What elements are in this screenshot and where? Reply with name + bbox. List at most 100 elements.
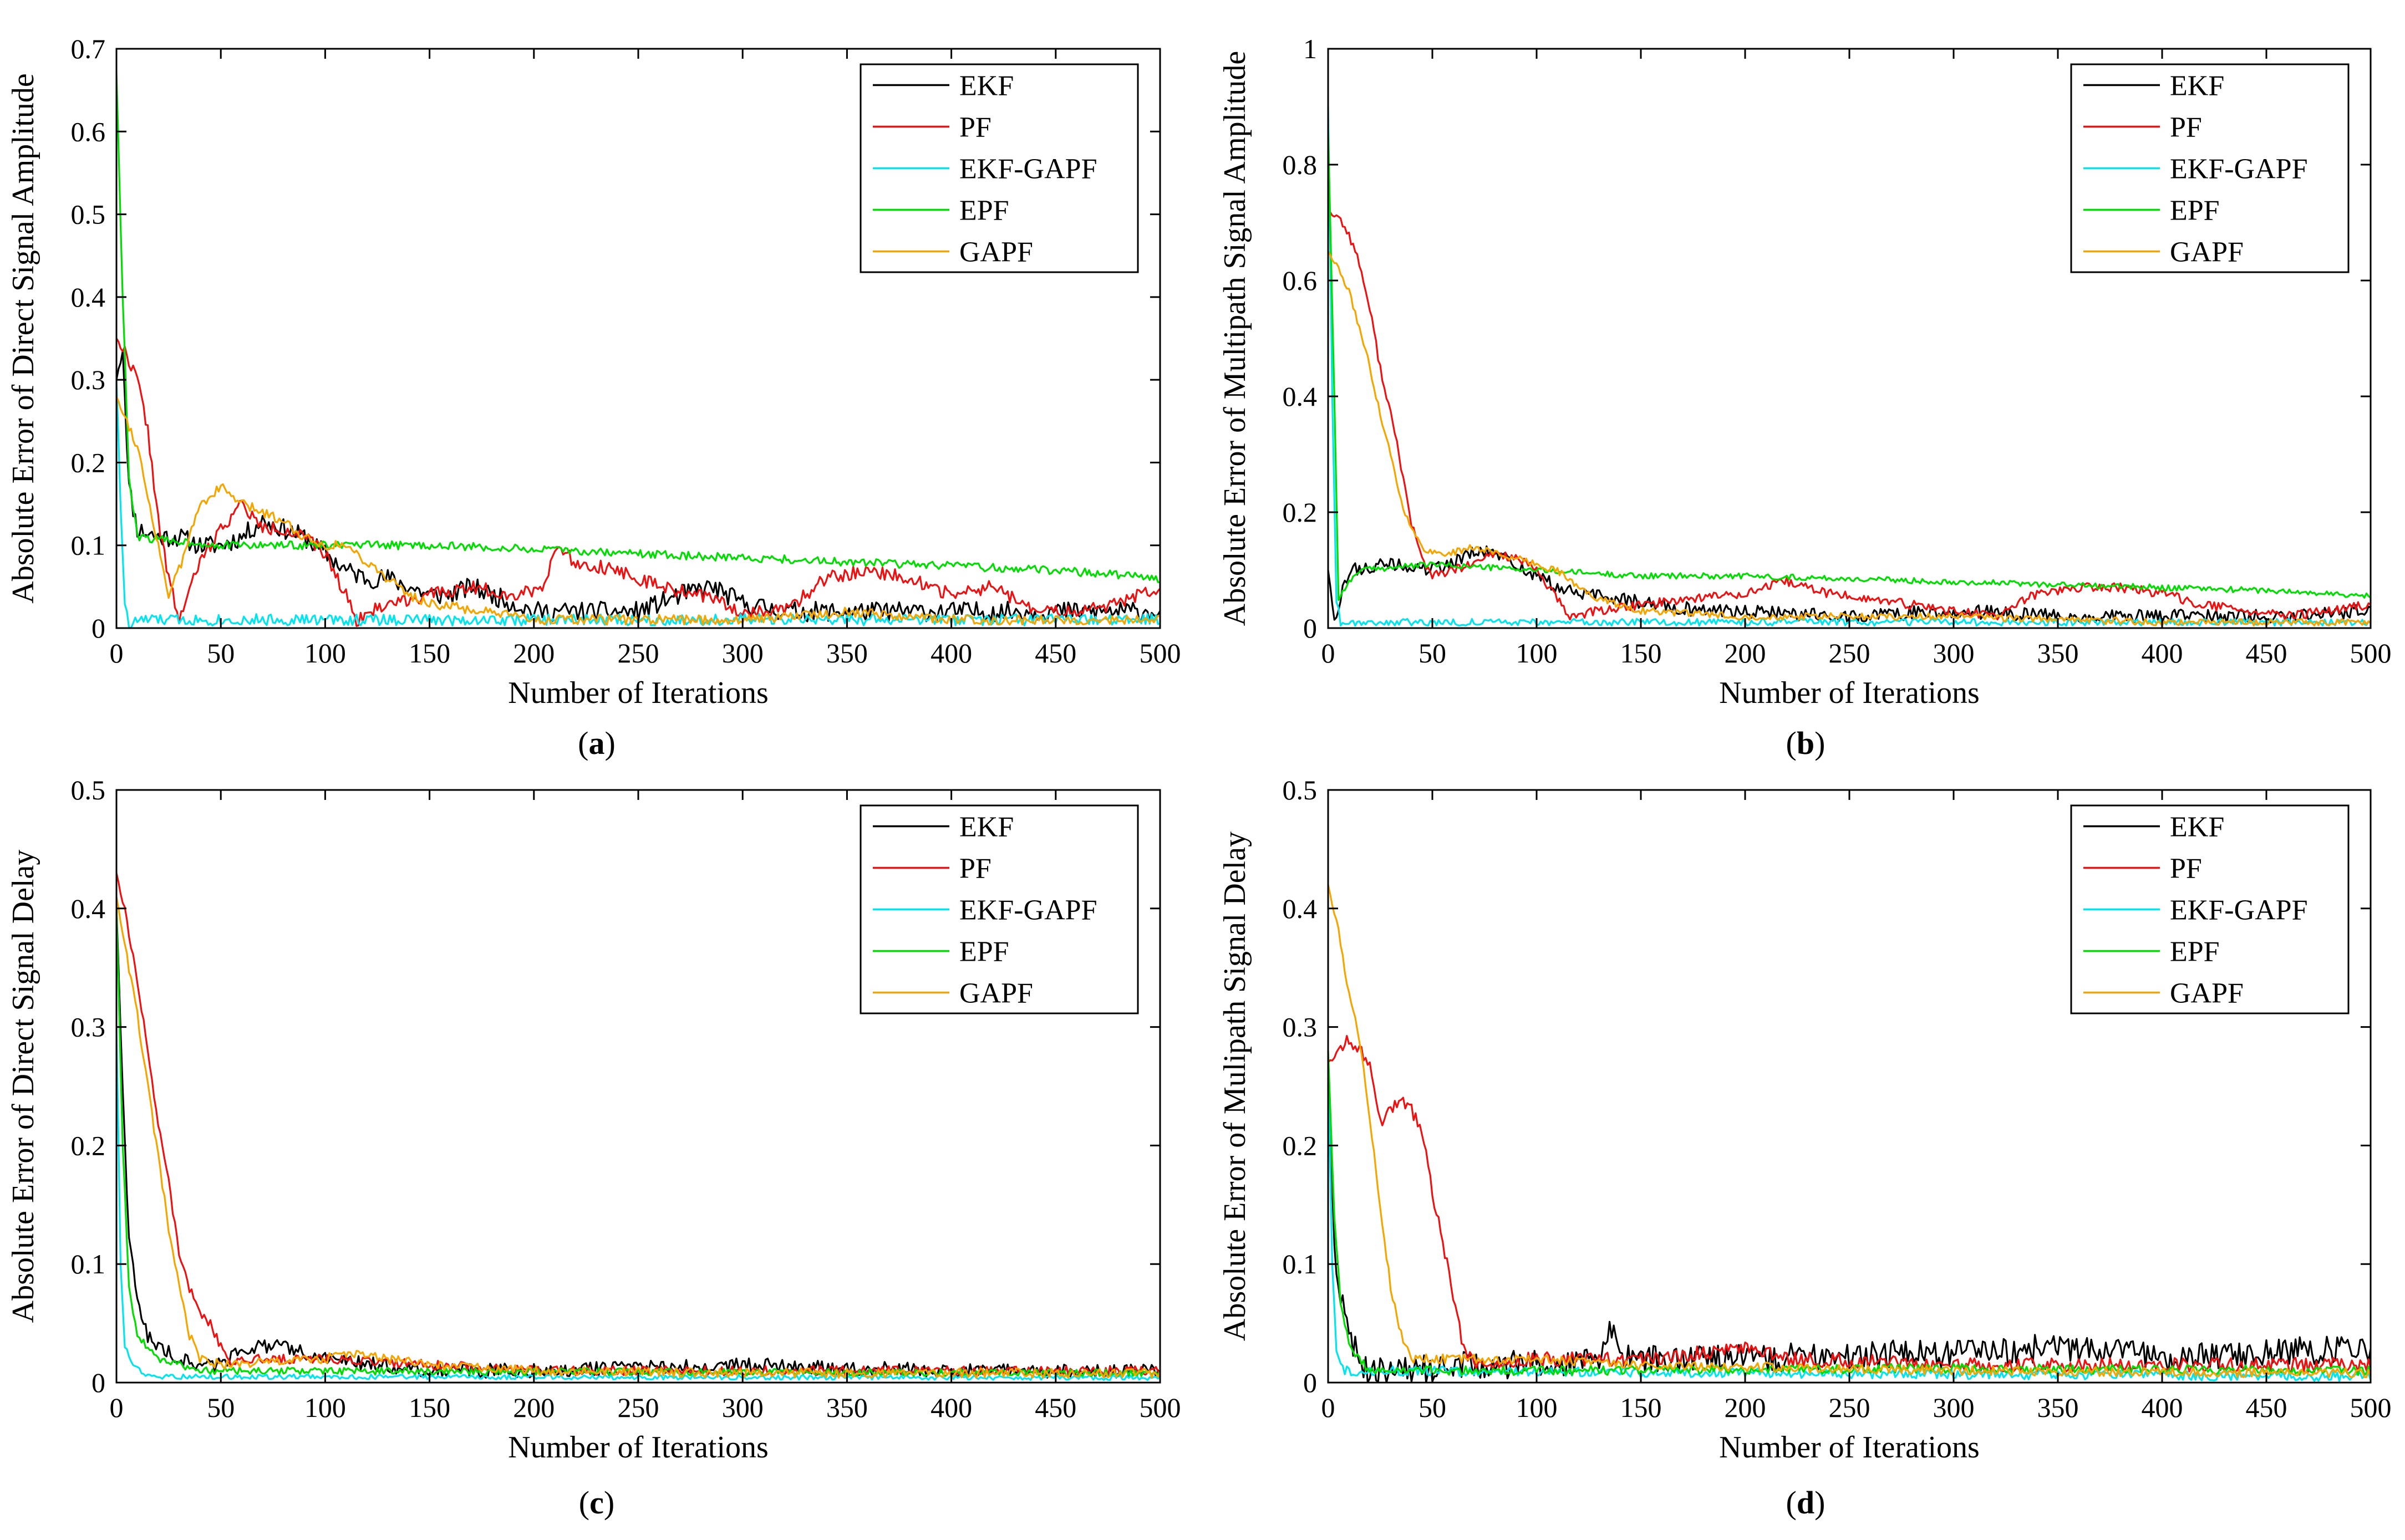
caption-open: ( (578, 725, 588, 761)
legend-label-ekf: EKF (2170, 812, 2224, 843)
x-tick-label: 150 (409, 1392, 450, 1423)
x-tick-label: 300 (1933, 638, 1975, 669)
y-tick-label: 0 (91, 1367, 105, 1398)
caption-close: ) (604, 1485, 614, 1521)
x-tick-label: 100 (1516, 638, 1558, 669)
x-tick-label: 50 (1418, 1392, 1446, 1423)
panel-caption: (d) (1786, 1485, 1826, 1521)
x-tick-label: 250 (1829, 1392, 1870, 1423)
y-tick-label: 0.2 (71, 447, 106, 478)
y-tick-label: 0.3 (71, 364, 106, 395)
caption-open: ( (1786, 725, 1797, 761)
y-tick-label: 0.5 (71, 199, 106, 230)
x-tick-label: 200 (513, 1392, 555, 1423)
chart-panel-b: 0 50 100 150 200 250 300 350 400 450 500 0 0.2 0.4 0.6… (1218, 33, 2392, 761)
legend-label-pf: PF (2170, 112, 2202, 144)
y-tick-label: 0.1 (71, 1248, 106, 1279)
panel-caption: (c) (579, 1485, 614, 1521)
legend: EKF PF EKF-GAPF EPF GAPF (860, 63, 1139, 273)
y-tick-label: 0.1 (71, 530, 106, 561)
x-tick-label: 450 (2246, 1392, 2287, 1423)
y-tick-label: 0.1 (1283, 1248, 1318, 1279)
y-tick-label: 0.2 (71, 1130, 106, 1161)
caption-letter: c (589, 1485, 604, 1521)
legend: EKF PF EKF-GAPF EPF GAPF (2070, 804, 2350, 1014)
y-axis-title: Absolute Error of Direct Signal Delay (6, 850, 40, 1323)
x-tick-label: 0 (110, 638, 124, 669)
x-tick-label: 0 (1321, 638, 1335, 669)
x-tick-label: 400 (2142, 1392, 2183, 1423)
legend-label-ekf: EKF (2170, 70, 2224, 102)
x-tick-label: 400 (931, 1392, 972, 1423)
x-tick-label: 200 (1725, 638, 1766, 669)
x-tick-label: 400 (931, 638, 972, 669)
legend: EKF PF EKF-GAPF EPF GAPF (2070, 63, 2350, 273)
legend-label-gapf: GAPF (2170, 978, 2244, 1009)
caption-close: ) (1814, 1485, 1825, 1521)
y-axis-title: Absolute Error of Mulipath Signal Delay (1218, 832, 1252, 1341)
x-tick-label: 300 (1933, 1392, 1975, 1423)
x-tick-label: 250 (1829, 638, 1870, 669)
legend-label-pf: PF (959, 853, 992, 885)
legend-label-gapf: GAPF (959, 978, 1033, 1009)
chart-panel-c: 0 50 100 150 200 250 300 350 400 450 500 0 0.1 0.2 0.3… (6, 774, 1181, 1521)
y-tick-label: 0.4 (71, 282, 106, 313)
caption-close: ) (1814, 725, 1825, 761)
x-tick-label: 350 (826, 1392, 868, 1423)
x-tick-label: 100 (304, 1392, 346, 1423)
panel-caption: (b) (1786, 725, 1826, 761)
caption-open: ( (579, 1485, 589, 1521)
x-tick-label: 50 (207, 638, 235, 669)
x-tick-label: 0 (1321, 1392, 1335, 1423)
caption-open: ( (1786, 1485, 1797, 1521)
x-tick-label: 400 (2142, 638, 2183, 669)
x-tick-label: 300 (722, 638, 764, 669)
y-tick-label: 0.5 (71, 774, 106, 805)
x-tick-label: 200 (513, 638, 555, 669)
x-tick-label: 0 (110, 1392, 124, 1423)
y-tick-label: 0 (1303, 613, 1317, 644)
y-tick-label: 0.6 (71, 116, 106, 147)
series-line-gapf (1328, 251, 2371, 627)
x-tick-label: 150 (1620, 1392, 1662, 1423)
legend-label-ekf: EKF (959, 70, 1014, 102)
x-tick-label: 300 (722, 1392, 764, 1423)
x-tick-label: 150 (1620, 638, 1662, 669)
x-axis-title: Number of Iterations (1719, 676, 1980, 710)
series-line-pf (116, 338, 1160, 627)
y-tick-label: 0.6 (1283, 265, 1318, 296)
x-tick-label: 100 (304, 638, 346, 669)
legend-label-ekf-gapf: EKF-GAPF (959, 895, 1097, 926)
series-group (1328, 106, 2371, 627)
legend-label-pf: PF (959, 112, 992, 144)
legend-label-ekf: EKF (959, 812, 1014, 843)
series-line-epf (1328, 1051, 2371, 1376)
x-tick-label: 450 (1035, 1392, 1076, 1423)
legend-label-gapf: GAPF (959, 237, 1033, 268)
series-group (116, 873, 1160, 1381)
caption-letter: b (1797, 725, 1814, 761)
legend-label-pf: PF (2170, 853, 2202, 885)
x-tick-label: 150 (409, 638, 450, 669)
series-line-epf (1328, 130, 2371, 601)
series-line-gapf (116, 896, 1160, 1379)
series-line-gapf (1328, 884, 2371, 1378)
legend-label-epf: EPF (959, 936, 1009, 968)
y-tick-label: 0.8 (1283, 149, 1318, 180)
caption-letter: a (589, 725, 605, 761)
legend-label-epf: EPF (2170, 936, 2220, 968)
y-axis-title: Absolute Error of Multipath Signal Ampli… (1218, 51, 1252, 626)
panel-caption: (a) (578, 725, 616, 761)
y-tick-label: 0.4 (71, 893, 106, 924)
legend-label-ekf-gapf: EKF-GAPF (2170, 154, 2308, 185)
y-tick-label: 0.2 (1283, 1130, 1318, 1161)
series-group (1328, 884, 2371, 1383)
x-tick-label: 500 (1140, 1392, 1181, 1423)
y-tick-label: 0 (91, 613, 105, 644)
x-tick-label: 500 (1140, 638, 1181, 669)
y-tick-label: 0.4 (1283, 381, 1318, 412)
legend-label-gapf: GAPF (2170, 237, 2244, 268)
x-tick-label: 50 (207, 1392, 235, 1423)
x-axis-title: Number of Iterations (508, 1430, 769, 1465)
y-tick-label: 0 (1303, 1367, 1317, 1398)
